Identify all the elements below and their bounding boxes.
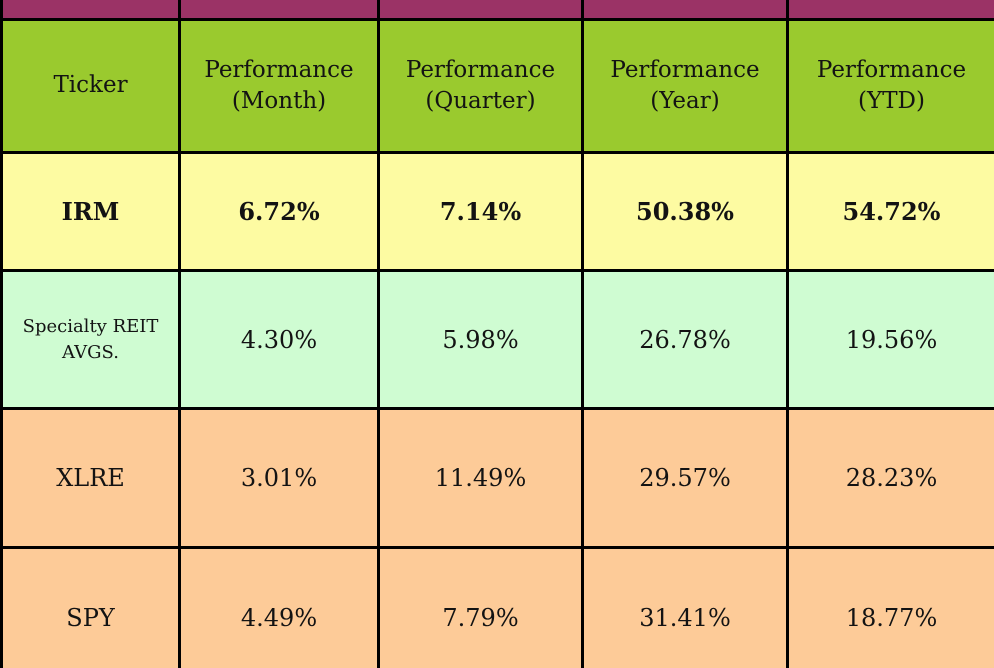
- irm-performance-quarter: 7.14%: [377, 151, 584, 272]
- irm-performance-month: 6.72%: [178, 151, 380, 272]
- reit-performance-year: 26.78%: [581, 269, 789, 410]
- xlre-performance-year: 29.57%: [581, 407, 789, 549]
- ticker-cell-spy: SPY: [0, 546, 181, 668]
- column-header-performance-quarter: Performance (Quarter): [377, 18, 584, 154]
- table-row-specialty-reit-avgs: Specialty REIT AVGS. 4.30% 5.98% 26.78% …: [0, 269, 994, 410]
- ticker-cell-irm: IRM: [0, 151, 181, 272]
- table-row-irm: IRM 6.72% 7.14% 50.38% 54.72%: [0, 151, 994, 272]
- xlre-performance-month: 3.01%: [178, 407, 380, 549]
- spy-performance-month: 4.49%: [178, 546, 380, 668]
- column-header-performance-year: Performance (Year): [581, 18, 789, 154]
- reit-performance-month: 4.30%: [178, 269, 380, 410]
- cutoff-cell: [581, 0, 789, 21]
- cutoff-cell: [377, 0, 584, 21]
- cutoff-cell: [786, 0, 994, 21]
- table-row-spy: SPY 4.49% 7.79% 31.41% 18.77%: [0, 546, 994, 668]
- ticker-cell-xlre: XLRE: [0, 407, 181, 549]
- xlre-performance-ytd: 28.23%: [786, 407, 994, 549]
- column-header-ticker: Ticker: [0, 18, 181, 154]
- table-row-xlre: XLRE 3.01% 11.49% 29.57% 28.23%: [0, 407, 994, 549]
- irm-performance-ytd: 54.72%: [786, 151, 994, 272]
- reit-performance-quarter: 5.98%: [377, 269, 584, 410]
- spy-performance-ytd: 18.77%: [786, 546, 994, 668]
- column-header-performance-ytd: Performance (YTD): [786, 18, 994, 154]
- cutoff-previous-row: [0, 0, 994, 21]
- spy-performance-quarter: 7.79%: [377, 546, 584, 668]
- column-header-performance-month: Performance (Month): [178, 18, 380, 154]
- cutoff-cell: [178, 0, 380, 21]
- xlre-performance-quarter: 11.49%: [377, 407, 584, 549]
- cutoff-cell: [0, 0, 181, 21]
- spy-performance-year: 31.41%: [581, 546, 789, 668]
- table-header-row: Ticker Performance (Month) Performance (…: [0, 18, 994, 154]
- ticker-cell-specialty-reit-avgs: Specialty REIT AVGS.: [0, 269, 181, 410]
- reit-performance-ytd: 19.56%: [786, 269, 994, 410]
- irm-performance-year: 50.38%: [581, 151, 789, 272]
